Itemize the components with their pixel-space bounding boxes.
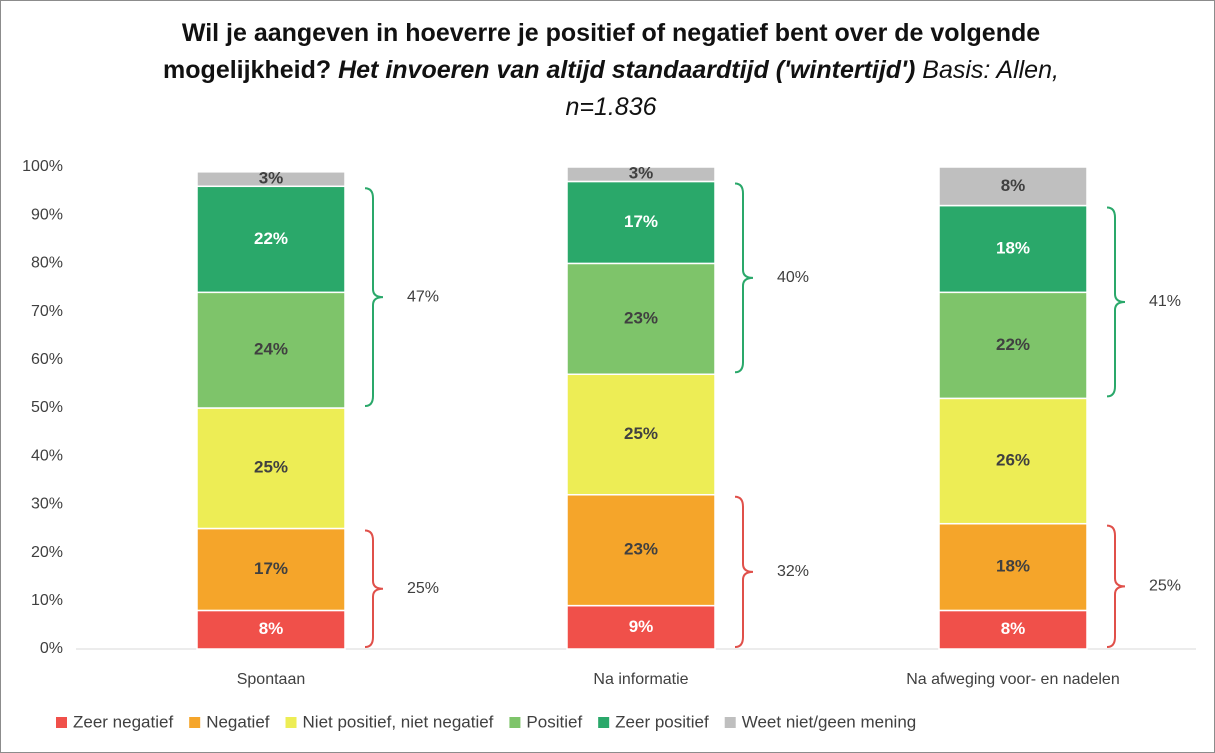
- data-label: 8%: [259, 619, 284, 638]
- legend-label: Zeer positief: [615, 712, 709, 731]
- x-tick-label: Spontaan: [237, 671, 306, 688]
- bracket-label: 47%: [407, 288, 439, 305]
- y-tick-label: 50%: [31, 399, 63, 416]
- bracket: [1106, 206, 1126, 398]
- bar-segment: [566, 180, 716, 265]
- bar-segment: [938, 397, 1088, 525]
- bracket-label: 25%: [407, 580, 439, 597]
- data-label: 24%: [254, 340, 288, 359]
- x-tick-label: Na afweging voor- en nadelen: [906, 671, 1119, 688]
- legend-label: Positief: [526, 712, 582, 731]
- bar-segment: [938, 609, 1088, 650]
- title-question: Wil je aangeven in hoeverre je positief …: [163, 19, 1041, 84]
- legend-swatch: [285, 717, 297, 728]
- bracket-label: 41%: [1149, 293, 1181, 310]
- bracket: [734, 495, 754, 648]
- data-label: 23%: [624, 308, 658, 327]
- bracket-label: 32%: [777, 563, 809, 580]
- bar-segment: [566, 166, 716, 183]
- y-tick-label: 40%: [31, 447, 63, 464]
- data-label: 3%: [259, 169, 284, 188]
- bar-segment: [938, 204, 1088, 294]
- y-tick-label: 20%: [31, 544, 63, 561]
- y-tick-label: 30%: [31, 496, 63, 513]
- y-tick-label: 90%: [31, 206, 63, 223]
- legend-swatch: [56, 717, 67, 728]
- title-basis: Basis: Allen, n=1.836: [565, 56, 1059, 121]
- bar-segment: [196, 171, 346, 188]
- legend-swatch: [509, 717, 521, 728]
- legend-label: Negatief: [206, 712, 270, 731]
- bar-segment: [938, 522, 1088, 612]
- chart-title: Wil je aangeven in hoeverre je positief …: [161, 15, 1061, 126]
- data-label: 25%: [254, 458, 288, 477]
- legend-label: Weet niet/geen mening: [742, 712, 917, 731]
- bracket-label: 40%: [777, 269, 809, 286]
- data-label: 18%: [996, 238, 1030, 257]
- bar-segment: [566, 262, 716, 376]
- legend-swatch: [598, 717, 610, 728]
- bar-segment: [196, 609, 346, 650]
- data-label: 17%: [254, 559, 288, 578]
- legend-label: Zeer negatief: [73, 712, 173, 731]
- y-tick-label: 10%: [31, 592, 63, 609]
- data-label: 18%: [996, 557, 1030, 576]
- title-subject: Het invoeren van altijd standaardtijd ('…: [338, 56, 916, 84]
- legend-swatch: [724, 717, 736, 728]
- data-label: 23%: [624, 540, 658, 559]
- data-label: 22%: [996, 335, 1030, 354]
- bracket: [734, 182, 754, 374]
- bar-segment: [196, 185, 346, 294]
- bar-segment: [196, 407, 346, 530]
- data-label: 8%: [1001, 619, 1026, 638]
- data-label: 26%: [996, 451, 1030, 470]
- bar-segment: [196, 527, 346, 612]
- bar-segment: [566, 494, 716, 607]
- data-label: 3%: [629, 164, 654, 183]
- data-label: 8%: [1001, 176, 1026, 195]
- bar-segment: [196, 291, 346, 409]
- x-tick-label: Na informatie: [593, 671, 688, 688]
- bar-segment: [938, 166, 1088, 207]
- bracket: [364, 187, 384, 407]
- bracket-label: 25%: [1149, 578, 1181, 595]
- y-tick-label: 0%: [40, 640, 63, 657]
- data-label: 22%: [254, 229, 288, 248]
- bar-segment: [566, 373, 716, 496]
- bar-segment: [938, 291, 1088, 400]
- data-label: 17%: [624, 212, 658, 231]
- data-label: 9%: [629, 617, 654, 636]
- y-tick-label: 100%: [22, 158, 63, 175]
- y-tick-label: 80%: [31, 255, 63, 272]
- y-tick-label: 70%: [31, 303, 63, 320]
- legend-label: Niet positief, niet negatief: [303, 712, 494, 731]
- bracket: [1106, 524, 1126, 648]
- y-tick-label: 60%: [31, 351, 63, 368]
- bracket: [364, 529, 384, 648]
- data-label: 25%: [624, 424, 658, 443]
- legend-swatch: [189, 717, 201, 728]
